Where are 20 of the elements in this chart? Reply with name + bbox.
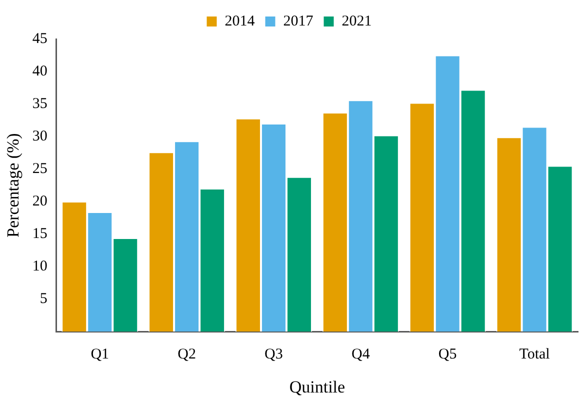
- x-axis-title: Quintile: [289, 377, 346, 396]
- legend-label: 2017: [283, 13, 314, 30]
- x-tick-label: Q4: [351, 346, 370, 363]
- legend-label: 2021: [342, 13, 372, 30]
- legend-label: 2014: [224, 13, 256, 30]
- x-tick-label: Q2: [178, 346, 196, 363]
- y-tick-label: 20: [32, 193, 48, 210]
- x-tick-label: Total: [519, 346, 550, 363]
- y-axis-title: Percentage (%): [4, 133, 23, 238]
- y-tick-label: 10: [32, 258, 48, 275]
- y-tick-label: 40: [32, 63, 48, 80]
- x-tick-label: Q5: [438, 346, 457, 363]
- y-tick-label: 25: [32, 160, 48, 177]
- x-tick-label: Q3: [264, 346, 283, 363]
- x-tick-label: Q1: [90, 346, 110, 363]
- y-tick-label: 5: [40, 291, 48, 308]
- y-tick-label: 35: [32, 96, 48, 112]
- y-tick-label: 30: [32, 128, 48, 144]
- y-tick-label: 45: [32, 30, 48, 47]
- y-tick-label: 15: [32, 226, 48, 242]
